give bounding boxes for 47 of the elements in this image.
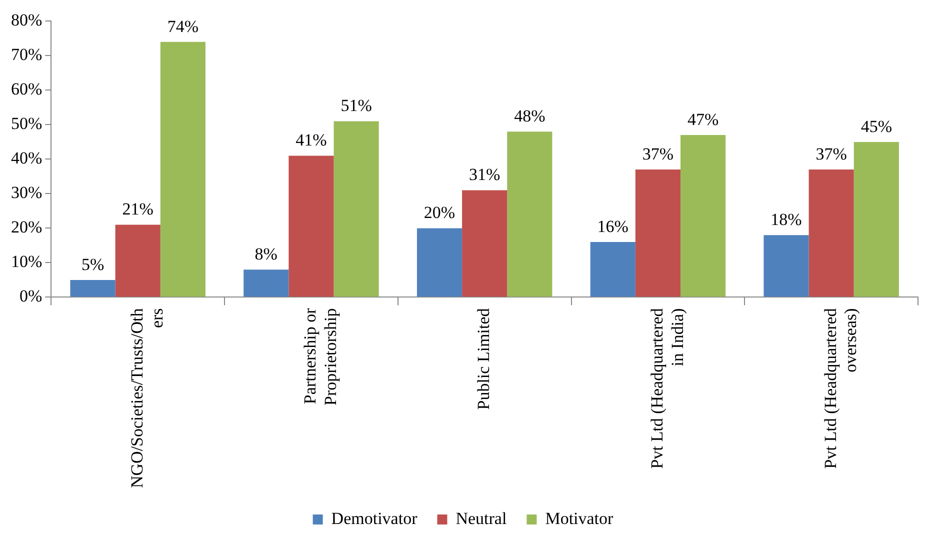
y-tick-label: 70% <box>10 45 42 64</box>
data-label: 45% <box>860 116 892 136</box>
bar <box>334 121 379 297</box>
y-tick-label: 0% <box>19 286 42 306</box>
bar <box>590 242 636 297</box>
data-label: 37% <box>816 144 847 164</box>
y-tick-label: 10% <box>10 252 42 272</box>
y-tick-label: 20% <box>10 218 42 237</box>
data-label: 37% <box>642 144 674 164</box>
bar <box>462 190 508 297</box>
data-label: 21% <box>122 200 154 219</box>
y-tick-label: 30% <box>10 183 42 202</box>
bar <box>808 170 854 297</box>
legend-label: Demotivator <box>331 508 418 528</box>
data-label: 5% <box>81 254 104 274</box>
bar <box>160 42 206 297</box>
bar <box>764 235 809 297</box>
x-tick-label: Pvt Ltd (Headquartered in India) <box>647 308 687 469</box>
y-tick-label: 40% <box>10 148 42 168</box>
bar <box>854 142 899 297</box>
data-label: 16% <box>597 216 628 236</box>
bar <box>680 135 726 297</box>
bar <box>507 132 552 297</box>
data-label: 20% <box>424 203 456 222</box>
bar <box>70 280 116 297</box>
data-label: 8% <box>254 244 278 264</box>
data-label: 48% <box>514 106 546 126</box>
x-tick-label: Partnership or Proprietorship <box>300 308 340 406</box>
x-tick-label: Pvt Ltd (Headquartered overseas) <box>820 308 860 469</box>
data-label: 18% <box>770 210 802 230</box>
bar <box>288 156 334 297</box>
data-label: 51% <box>340 96 372 116</box>
legend-label: Neutral <box>456 508 507 528</box>
bar <box>115 224 160 297</box>
bar <box>244 270 289 297</box>
data-label: 31% <box>468 165 500 184</box>
data-label: 41% <box>296 130 327 150</box>
y-tick-label: 60% <box>10 80 42 99</box>
x-tick-label: NGO/Societies/Trusts/Others <box>127 308 167 488</box>
x-tick-label: Public Limited <box>474 308 494 410</box>
data-label: 74% <box>167 16 199 36</box>
bar <box>635 170 680 297</box>
bar <box>416 228 462 297</box>
data-label: 47% <box>687 110 719 130</box>
y-tick-label: 80% <box>10 10 42 30</box>
legend-label: Motivator <box>545 508 614 528</box>
y-tick-label: 50% <box>10 114 42 134</box>
